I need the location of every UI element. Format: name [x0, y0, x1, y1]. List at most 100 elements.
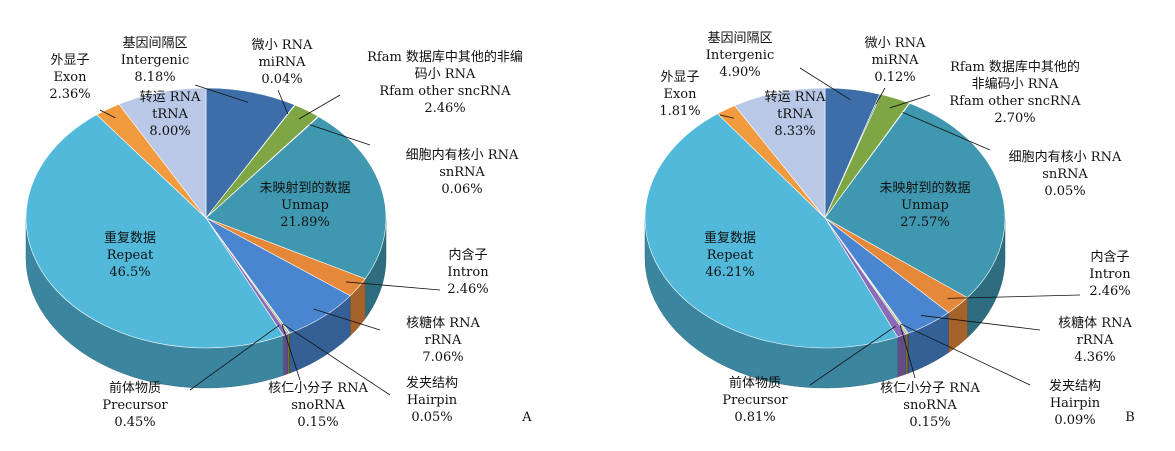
label-en: Unmap: [901, 198, 949, 213]
label-en: Repeat: [707, 248, 754, 263]
leader-line: [901, 323, 1031, 386]
value-label: 4.36%: [1074, 350, 1115, 365]
label-en: Precursor: [102, 398, 168, 413]
leader-line: [298, 94, 341, 120]
label-zh: 转运 RNA: [140, 90, 201, 105]
value-label: 8.00%: [149, 124, 190, 139]
label-zh: 转运 RNA: [765, 90, 826, 105]
label-en: Unmap: [281, 198, 329, 213]
label-en: tRNA: [777, 107, 813, 122]
value-label: 0.09%: [1054, 413, 1095, 428]
label-zh: 基因间隔区: [122, 36, 187, 51]
value-label: 0.15%: [909, 415, 950, 430]
label-en: Rfam other sncRNA: [949, 94, 1081, 109]
pie-top: [25, 87, 387, 349]
label-en: Hairpin: [407, 393, 458, 408]
leader-line: [902, 112, 991, 151]
value-label: 1.81%: [659, 104, 700, 119]
label-en: rRNA: [1077, 333, 1114, 348]
value-label: 2.46%: [424, 101, 465, 116]
label-en: Repeat: [107, 248, 154, 263]
label-zh: 细胞内有核小 RNA: [1009, 149, 1122, 165]
slice: [734, 87, 826, 219]
label-zh: 未映射到的数据: [259, 180, 350, 196]
leader-line: [99, 109, 116, 119]
leader-line: [282, 323, 391, 396]
leader-line: [875, 87, 886, 105]
value-label: 0.45%: [114, 415, 155, 430]
leader-line: [309, 124, 371, 146]
label-zh: 前体物质: [729, 375, 781, 391]
value-label: 2.46%: [447, 282, 488, 297]
label-en: snRNA: [439, 165, 485, 180]
value-label: 2.70%: [994, 111, 1035, 126]
label-zh: 前体物质: [109, 380, 161, 396]
label-en: Rfam other sncRNA: [379, 84, 511, 99]
leader-line: [889, 94, 931, 109]
slice: [644, 113, 898, 349]
value-label: 8.33%: [774, 124, 815, 139]
value-label: 0.15%: [297, 415, 338, 430]
label-zh: Rfam 数据库中其他的非编码小 RNA: [367, 49, 523, 82]
value-label: 21.89%: [280, 215, 330, 230]
label-zh: Rfam 数据库中其他的非编码小 RNA: [950, 59, 1080, 92]
slice: [205, 116, 387, 280]
label-zh: 核仁小分子 RNA: [268, 381, 368, 396]
value-label: 2.36%: [49, 87, 90, 102]
panel-label: A: [521, 410, 532, 425]
leader-line: [194, 84, 249, 103]
label-en: tRNA: [152, 107, 188, 122]
value-label: 0.81%: [734, 410, 775, 425]
leader-line: [277, 89, 289, 115]
label-zh: 发夹结构: [406, 375, 458, 391]
value-label: 0.06%: [441, 182, 482, 197]
value-label: 8.18%: [134, 70, 175, 85]
leader-line: [189, 324, 280, 391]
label-en: miRNA: [871, 53, 919, 68]
value-label: 0.12%: [874, 70, 915, 85]
label-zh: 发夹结构: [1049, 378, 1101, 394]
label-zh: 微小 RNA: [865, 36, 926, 51]
value-label: 46.21%: [705, 265, 755, 280]
label-en: Hairpin: [1050, 396, 1101, 411]
slice: [25, 114, 284, 349]
label-zh: 细胞内有核小 RNA: [406, 147, 519, 163]
leader-line: [947, 294, 1081, 299]
pie-sides: [644, 217, 1006, 389]
value-label: 46.5%: [109, 265, 150, 280]
leader-line: [719, 114, 734, 119]
label-zh: 微小 RNA: [252, 38, 313, 53]
label-en: rRNA: [425, 333, 462, 348]
leader-line: [899, 324, 916, 379]
leader-line: [313, 308, 381, 331]
label-zh: 核糖体 RNA: [1058, 315, 1132, 331]
label-en: Exon: [663, 87, 697, 102]
leader-line: [281, 324, 301, 381]
label-zh: 核仁小分子 RNA: [880, 381, 980, 396]
value-label: 27.57%: [900, 215, 950, 230]
label-zh: 基因间隔区: [707, 31, 772, 46]
value-label: 7.06%: [422, 350, 463, 365]
panel-label: B: [1125, 410, 1135, 425]
label-zh: 内含子: [1090, 249, 1129, 265]
label-en: Intron: [1089, 267, 1131, 282]
label-zh: 外显子: [660, 70, 699, 85]
value-label: 4.90%: [719, 65, 760, 80]
label-en: miRNA: [258, 55, 306, 70]
label-zh: 重复数据: [704, 230, 756, 246]
leader-line: [345, 281, 441, 291]
value-label: 0.05%: [411, 410, 452, 425]
label-zh: 重复数据: [104, 230, 156, 246]
pie-sides: [25, 217, 387, 389]
label-en: snoRNA: [291, 398, 345, 413]
leader-line: [920, 315, 1041, 331]
leader-line: [809, 325, 896, 386]
label-en: Precursor: [722, 393, 788, 408]
slice: [205, 87, 296, 219]
slice: [824, 102, 1006, 299]
label-zh: 外显子: [50, 53, 89, 68]
label-en: snoRNA: [903, 398, 957, 413]
label-en: Exon: [53, 70, 87, 85]
